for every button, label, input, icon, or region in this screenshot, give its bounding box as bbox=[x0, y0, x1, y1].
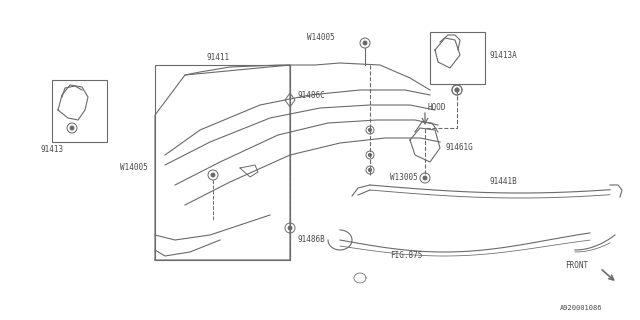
Text: 91413: 91413 bbox=[40, 146, 63, 155]
Text: 91411: 91411 bbox=[207, 52, 230, 61]
Text: 91441B: 91441B bbox=[490, 178, 518, 187]
Circle shape bbox=[364, 41, 367, 45]
Circle shape bbox=[455, 88, 459, 92]
Text: W14005: W14005 bbox=[120, 164, 148, 172]
Circle shape bbox=[455, 88, 459, 92]
Bar bbox=[52, 80, 107, 142]
Text: 91461G: 91461G bbox=[445, 143, 473, 153]
Text: W13005: W13005 bbox=[390, 173, 418, 182]
Circle shape bbox=[211, 173, 215, 177]
Text: 91413A: 91413A bbox=[490, 51, 518, 60]
Text: HOOD: HOOD bbox=[427, 103, 445, 113]
Circle shape bbox=[369, 129, 371, 132]
Text: FRONT: FRONT bbox=[565, 260, 588, 269]
Circle shape bbox=[369, 169, 371, 172]
Text: 91486B: 91486B bbox=[298, 236, 326, 244]
Bar bbox=[430, 32, 485, 84]
Text: A920001086: A920001086 bbox=[560, 305, 602, 311]
Circle shape bbox=[423, 176, 427, 180]
Text: FIG.875: FIG.875 bbox=[390, 252, 422, 260]
Circle shape bbox=[288, 226, 292, 230]
Circle shape bbox=[70, 126, 74, 130]
Circle shape bbox=[369, 154, 371, 156]
Bar bbox=[155, 65, 290, 260]
Text: W14005: W14005 bbox=[307, 34, 335, 43]
Text: 91486C: 91486C bbox=[298, 91, 326, 100]
